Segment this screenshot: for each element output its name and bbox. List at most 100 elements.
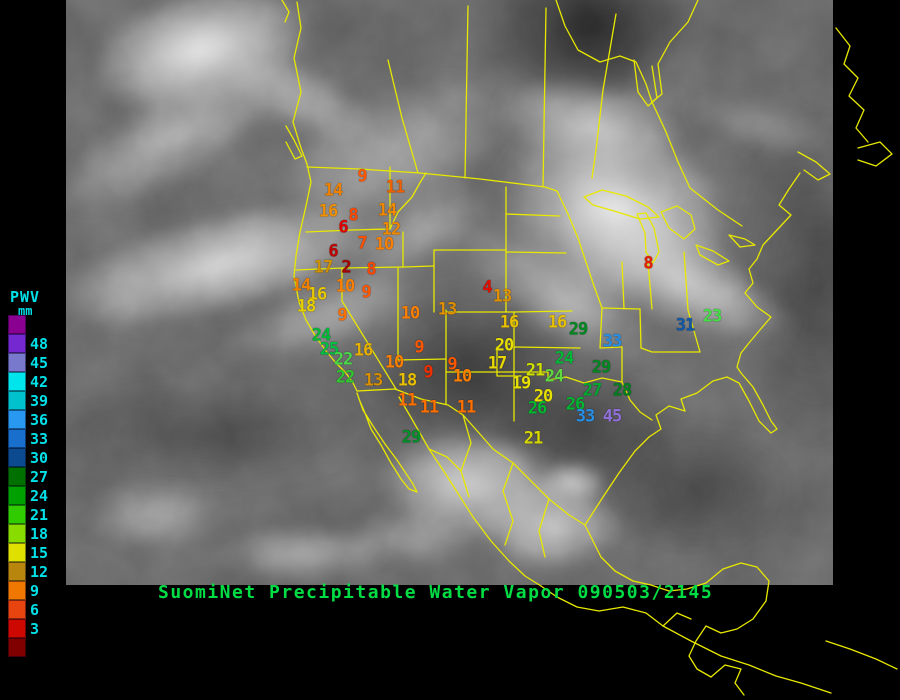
legend-tick-label: 42 (30, 373, 49, 391)
satellite-imagery (66, 0, 833, 585)
legend-tick-label: 3 (30, 620, 40, 638)
legend-tick-label: 33 (30, 430, 49, 448)
station-value: 4 (482, 277, 492, 298)
station-value: 24 (554, 348, 575, 369)
legend-colorbar (8, 315, 26, 657)
station-value: 13 (492, 286, 513, 307)
station-value: 17 (487, 353, 508, 374)
station-value: 29 (591, 357, 612, 378)
station-value: 27 (582, 380, 603, 401)
station-value: 28 (612, 380, 633, 401)
legend-tick-label: 30 (30, 449, 49, 467)
station-value: 9 (414, 337, 424, 358)
station-value: 10 (335, 276, 356, 297)
legend-color-block (8, 505, 26, 524)
legend-tick-label: 15 (30, 544, 49, 562)
station-value: 23 (702, 306, 723, 327)
station-value: 14 (323, 180, 344, 201)
legend-color-block (8, 429, 26, 448)
station-value: 26 (565, 394, 586, 415)
legend-tick-label: 27 (30, 468, 49, 486)
legend-color-block (8, 543, 26, 562)
legend-color-block (8, 410, 26, 429)
station-value: 29 (568, 319, 589, 340)
station-value: 21 (523, 428, 544, 449)
station-value: 18 (296, 296, 317, 317)
station-value: 11 (456, 397, 477, 418)
station-value: 8 (366, 259, 376, 280)
station-value: 14 (377, 200, 398, 221)
legend-color-block (8, 353, 26, 372)
legend-tick-label: 6 (30, 601, 40, 619)
station-value: 21 (525, 360, 546, 381)
station-value: 20 (533, 386, 554, 407)
legend-color-block (8, 524, 26, 543)
station-value: 9 (357, 166, 367, 187)
legend-tick-label: 45 (30, 354, 49, 372)
station-value: 11 (385, 177, 406, 198)
station-value: 16 (307, 284, 328, 305)
station-value: 26 (527, 398, 548, 419)
legend-tick-label: 39 (30, 392, 49, 410)
station-value: 16 (318, 201, 339, 222)
station-value: 18 (397, 370, 418, 391)
legend-color-block (8, 600, 26, 619)
legend-color-block (8, 334, 26, 353)
station-value: 29 (401, 427, 422, 448)
legend-color-block (8, 619, 26, 638)
station-value: 13 (437, 299, 458, 320)
station-value: 9 (337, 305, 347, 326)
legend-color-block (8, 448, 26, 467)
station-value: 12 (381, 219, 402, 240)
legend-color-block (8, 467, 26, 486)
legend-color-block (8, 562, 26, 581)
station-value: 22 (335, 367, 356, 388)
station-value: 17 (313, 257, 334, 278)
legend-tick-label: 12 (30, 563, 49, 581)
station-value: 10 (374, 234, 395, 255)
station-value: 16 (353, 340, 374, 361)
cloud-noise-texture (66, 0, 833, 585)
station-value: 24 (544, 366, 565, 387)
station-value: 13 (363, 370, 384, 391)
station-value: 22 (333, 349, 354, 370)
legend-tick-label: 21 (30, 506, 49, 524)
station-value: 31 (675, 315, 696, 336)
station-value: 2 (341, 257, 351, 278)
station-value: 19 (511, 373, 532, 394)
station-value: 11 (397, 390, 418, 411)
legend-tick-label: 18 (30, 525, 49, 543)
station-value: 6 (338, 217, 348, 238)
station-value: 11 (419, 397, 440, 418)
legend-color-block (8, 486, 26, 505)
station-value: 33 (575, 406, 596, 427)
legend-tick-label: 9 (30, 582, 40, 600)
station-value: 10 (452, 366, 473, 387)
legend-title: PWV (10, 288, 41, 306)
station-value: 10 (384, 352, 405, 373)
legend-unit: mm (18, 304, 33, 318)
legend-color-block (8, 391, 26, 410)
station-value: 16 (547, 312, 568, 333)
legend-color-block (8, 638, 26, 657)
station-value: 45 (602, 406, 623, 427)
station-value: 24 (311, 325, 332, 346)
legend-tick-label: 36 (30, 411, 49, 429)
station-value: 10 (400, 303, 421, 324)
station-value: 6 (328, 241, 338, 262)
product-title: SuomiNet Precipitable Water Vapor 090503… (158, 582, 714, 603)
station-value: 16 (499, 312, 520, 333)
station-value: 9 (423, 362, 433, 383)
legend-color-block (8, 315, 26, 334)
station-value: 7 (357, 233, 367, 254)
legend-tick-label: 24 (30, 487, 49, 505)
station-value: 33 (602, 331, 623, 352)
station-value: 9 (447, 354, 457, 375)
legend-color-block (8, 581, 26, 600)
legend-color-block (8, 372, 26, 391)
station-value: 20 (494, 335, 515, 356)
station-value: 8 (348, 205, 358, 226)
station-value: 14 (291, 275, 312, 296)
station-value: 8 (643, 253, 653, 274)
